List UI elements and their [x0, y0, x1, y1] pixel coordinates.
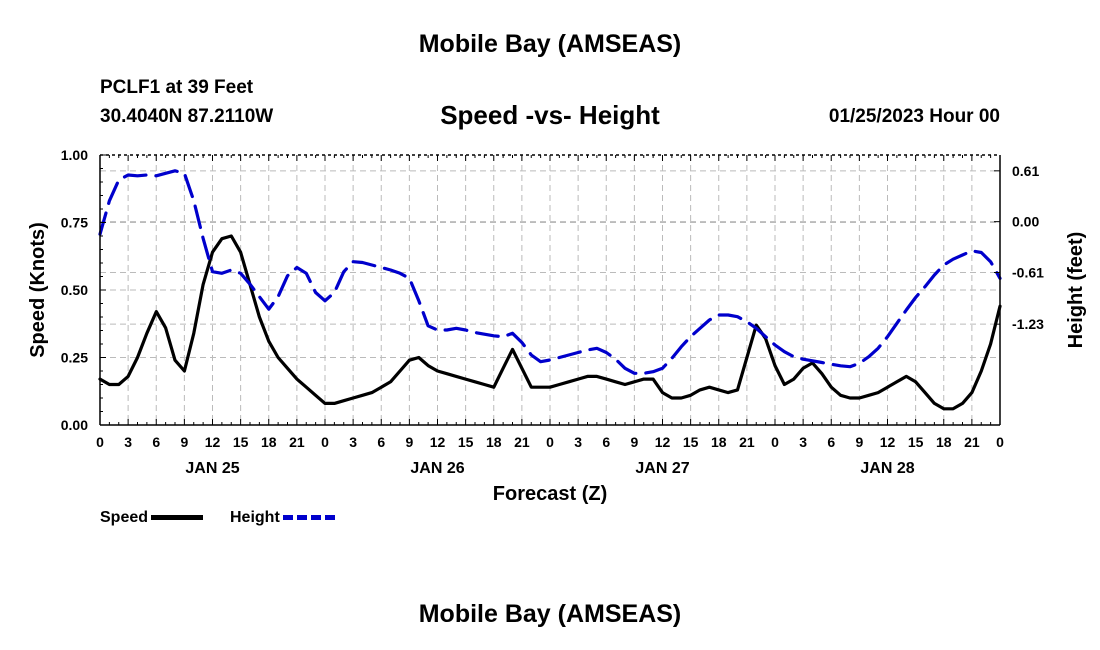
x-tick-label: 15 — [458, 434, 474, 450]
x-tick-label: 9 — [630, 434, 638, 450]
data-series — [98, 169, 1002, 411]
x-day-label: JAN 28 — [860, 460, 914, 477]
legend-height-label: Height — [230, 509, 280, 526]
x-axis-title: Forecast (Z) — [493, 483, 607, 505]
x-tick-label: 9 — [180, 434, 188, 450]
legend-item-height: Height — [230, 509, 335, 527]
y-tick-label-left: 0.25 — [61, 350, 88, 366]
grid-lines — [100, 155, 1000, 425]
legend-item-speed: Speed — [100, 509, 204, 527]
x-tick-label: 18 — [486, 434, 502, 450]
x-tick-label: 21 — [289, 434, 305, 450]
x-day-label: JAN 26 — [410, 460, 464, 477]
x-tick-label: 18 — [711, 434, 727, 450]
x-tick-label: 3 — [124, 434, 132, 450]
x-tick-label: 6 — [602, 434, 610, 450]
x-tick-label: 3 — [799, 434, 807, 450]
x-tick-label: 9 — [855, 434, 863, 450]
x-tick-label: 21 — [514, 434, 530, 450]
y-tick-label-left: 0.75 — [61, 215, 88, 231]
x-tick-label: 6 — [152, 434, 160, 450]
chart-main-title: Mobile Bay (AMSEAS) — [418, 30, 682, 58]
legend-height-swatch — [282, 515, 335, 521]
x-tick-label: 0 — [771, 434, 779, 450]
x-tick-label: 0 — [321, 434, 329, 450]
x-tick-label: 12 — [880, 434, 896, 450]
x-tick-label: 15 — [683, 434, 699, 450]
series-line-height — [98, 169, 1002, 375]
legend-speed-swatch — [151, 515, 204, 521]
y-tick-label-left: 1.00 — [61, 147, 88, 163]
x-tick-label: 0 — [546, 434, 554, 450]
axis-labels: 0 3 6 9 12 15 18 21 0 3 6 9 12 15 18 21 0 3 6 9 12 15 18 21 0 3 6 9… — [27, 147, 1087, 505]
x-tick-label: 21 — [739, 434, 755, 450]
legend-speed-label: Speed — [100, 509, 149, 526]
x-tick-label: 6 — [377, 434, 385, 450]
x-tick-label: 15 — [233, 434, 249, 450]
y-axis-title-left: Speed (Knots) — [27, 222, 49, 358]
x-tick-label: 18 — [261, 434, 277, 450]
x-tick-label: 0 — [96, 434, 104, 450]
chart-subtitle: Speed -vs- Height — [440, 100, 660, 130]
x-tick-label: 3 — [349, 434, 357, 450]
y-tick-label-left: 0.50 — [61, 282, 88, 298]
x-day-label: JAN 25 — [185, 460, 239, 477]
x-tick-label: 0 — [996, 434, 1004, 450]
x-tick-label: 9 — [405, 434, 413, 450]
station-label: PCLF1 at 39 Feet — [100, 77, 254, 98]
forecast-datetime: 01/25/2023 Hour 00 — [828, 106, 1000, 127]
y-tick-label-right: -1.23 — [1012, 316, 1044, 332]
x-tick-label: 21 — [964, 434, 980, 450]
y-tick-label-right: 0.61 — [1012, 163, 1039, 179]
y-axis-title-right: Height (feet) — [1065, 232, 1087, 349]
x-tick-label: 15 — [908, 434, 924, 450]
x-tick-label: 12 — [205, 434, 221, 450]
y-tick-label-right: 0.00 — [1012, 214, 1039, 230]
x-day-label: JAN 27 — [635, 460, 689, 477]
x-tick-label: 12 — [655, 434, 671, 450]
y-tick-label-right: -0.61 — [1012, 265, 1044, 281]
x-tick-label: 12 — [430, 434, 446, 450]
x-tick-label: 6 — [827, 434, 835, 450]
y-tick-label-left: 0.00 — [61, 417, 88, 433]
x-tick-label: 18 — [936, 434, 952, 450]
series-line-speed — [98, 234, 1002, 411]
tick-marks — [99, 154, 1001, 426]
station-coordinates: 30.4040N 87.2110W — [100, 106, 274, 127]
x-tick-label: 3 — [574, 434, 582, 450]
second-chart-title: Mobile Bay (AMSEAS) — [418, 600, 682, 628]
